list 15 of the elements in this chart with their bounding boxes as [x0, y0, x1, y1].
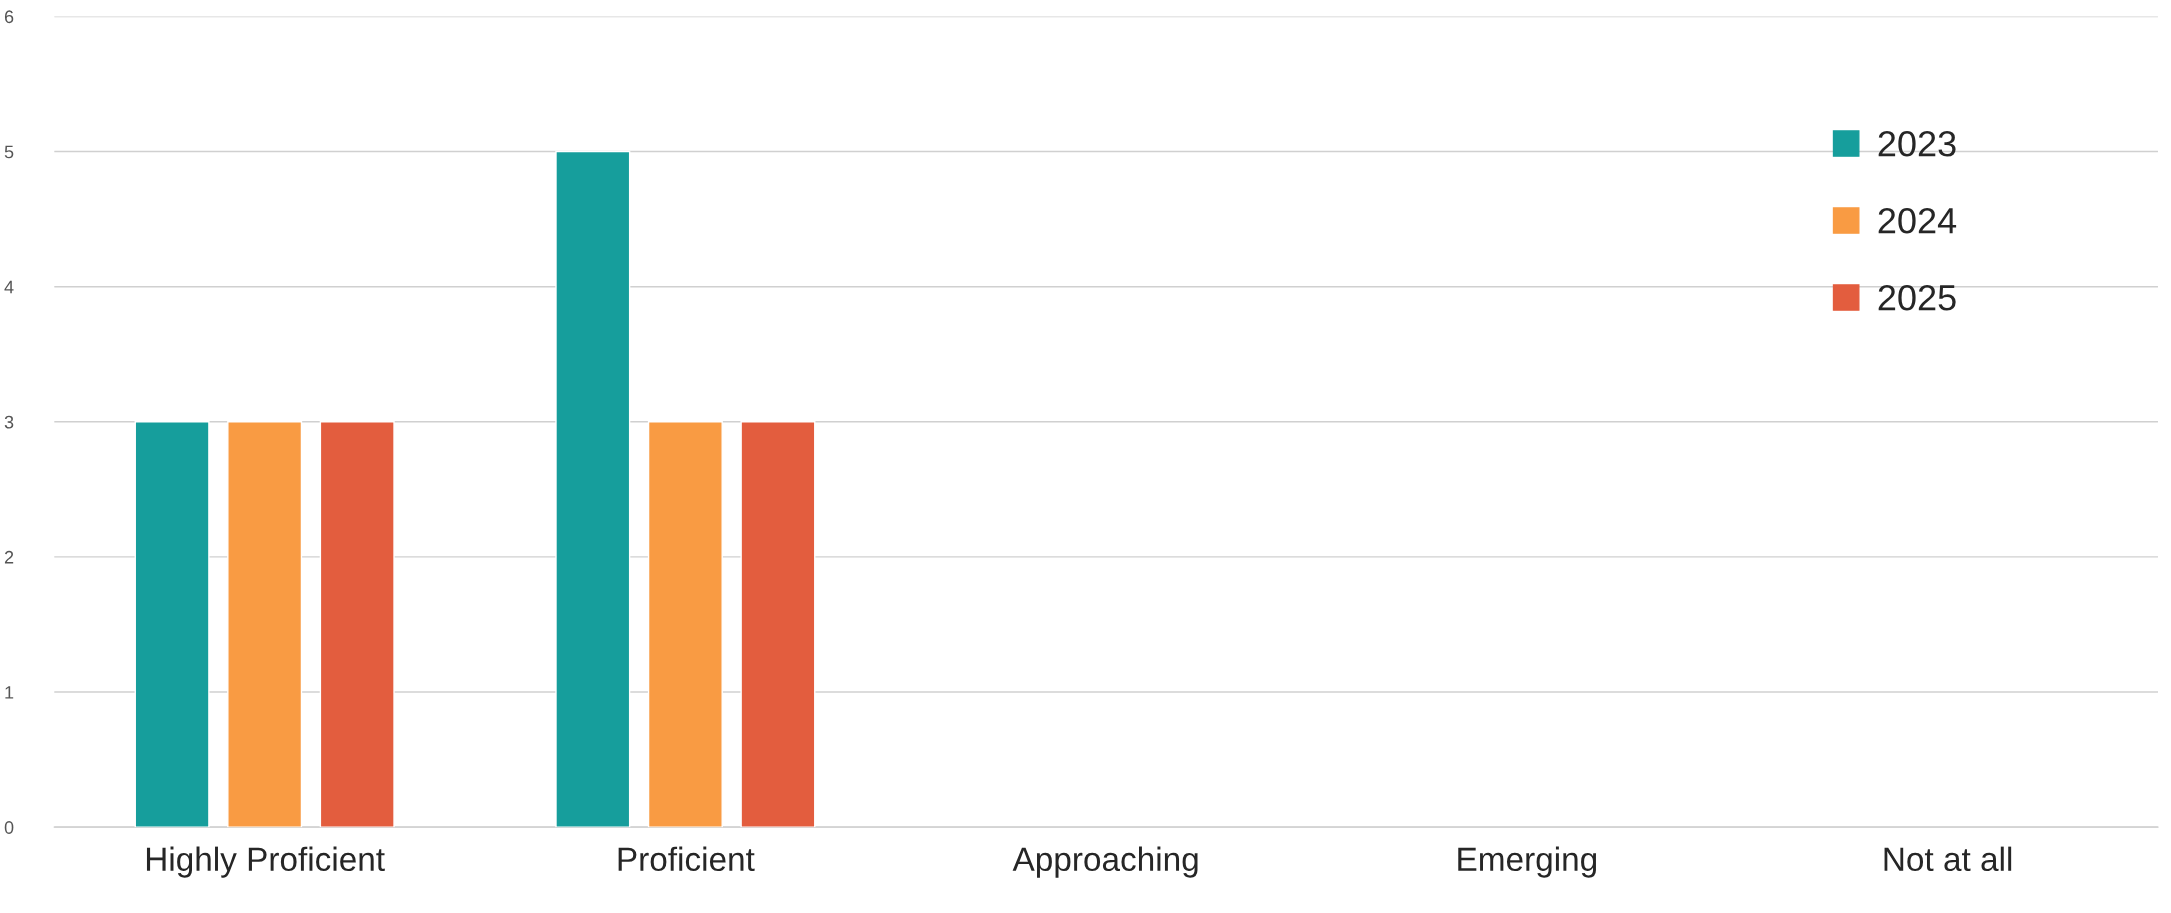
y-tick-label: 5 — [4, 145, 14, 159]
y-tick-label: 1 — [5, 686, 14, 699]
y-tick-label: 2 — [4, 550, 14, 564]
legend-label: 2025 — [1878, 284, 1956, 311]
x-tick-label: Highly Proficient — [146, 846, 385, 878]
y-tick-label: 4 — [4, 280, 14, 294]
y-tick-label: 0 — [4, 821, 14, 834]
legend-label: 2023 — [1878, 130, 1956, 157]
x-tick-label: Proficient — [618, 846, 755, 872]
x-tick-label: Approaching — [1012, 846, 1198, 878]
y-tick-label: 6 — [4, 10, 14, 24]
y-tick-label: 3 — [4, 415, 14, 429]
legend-label: 2024 — [1878, 207, 1957, 234]
x-tick-label: Emerging — [1458, 846, 1597, 878]
x-tick-label: Not at all — [1884, 846, 2012, 872]
